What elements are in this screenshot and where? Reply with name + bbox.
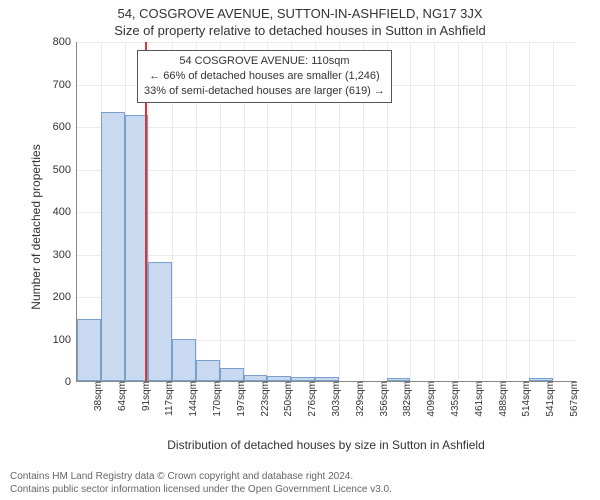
histogram-bar xyxy=(148,262,172,381)
y-tick-label: 100 xyxy=(53,334,77,346)
gridline-v xyxy=(553,42,554,381)
y-tick-label: 300 xyxy=(53,249,77,261)
plot-area: 010020030040050060070080038sqm64sqm91sqm… xyxy=(76,42,576,382)
x-tick-label: 117sqm xyxy=(160,381,175,416)
x-tick-label: 276sqm xyxy=(303,381,318,417)
histogram-bar xyxy=(101,112,125,381)
x-tick-label: 303sqm xyxy=(327,381,342,417)
histogram-bar xyxy=(77,319,101,381)
footer-line-2: Contains public sector information licen… xyxy=(10,484,590,497)
y-tick-label: 500 xyxy=(53,164,77,176)
x-tick-label: 38sqm xyxy=(89,381,104,411)
y-tick-label: 200 xyxy=(53,291,77,303)
histogram-bar xyxy=(196,360,220,381)
gridline-v xyxy=(458,42,459,381)
y-axis-label: Number of detached properties xyxy=(29,144,43,309)
x-tick-label: 356sqm xyxy=(375,381,390,417)
x-tick-label: 567sqm xyxy=(565,381,580,417)
histogram-bar xyxy=(172,339,196,382)
x-tick-label: 250sqm xyxy=(279,381,294,417)
gridline-v xyxy=(529,42,530,381)
gridline-h xyxy=(77,255,576,256)
annotation-line-3: 33% of semi-detached houses are larger (… xyxy=(144,84,385,99)
footer-line-1: Contains HM Land Registry data © Crown c… xyxy=(10,471,590,484)
x-tick-label: 170sqm xyxy=(208,381,223,417)
y-tick-label: 700 xyxy=(53,79,77,91)
annotation-line-1: 54 COSGROVE AVENUE: 110sqm xyxy=(144,54,385,69)
y-tick-label: 800 xyxy=(53,36,77,48)
gridline-h xyxy=(77,212,576,213)
y-tick-label: 0 xyxy=(65,376,77,388)
gridline-v xyxy=(434,42,435,381)
gridline-h xyxy=(77,170,576,171)
annotation-box: 54 COSGROVE AVENUE: 110sqm ← 66% of deta… xyxy=(137,50,392,103)
annotation-line-2: ← 66% of detached houses are smaller (1,… xyxy=(144,69,385,84)
footer-attribution: Contains HM Land Registry data © Crown c… xyxy=(10,471,590,496)
y-tick-label: 400 xyxy=(53,206,77,218)
page-subtitle: Size of property relative to detached ho… xyxy=(0,21,600,38)
page-title: 54, COSGROVE AVENUE, SUTTON-IN-ASHFIELD,… xyxy=(0,0,600,21)
x-tick-label: 488sqm xyxy=(494,381,509,417)
gridline-h xyxy=(77,127,576,128)
gridline-v xyxy=(410,42,411,381)
gridline-v xyxy=(506,42,507,381)
x-tick-label: 223sqm xyxy=(256,381,271,417)
x-tick-label: 461sqm xyxy=(470,381,485,417)
x-tick-label: 91sqm xyxy=(137,381,152,411)
x-tick-label: 435sqm xyxy=(446,381,461,417)
x-tick-label: 541sqm xyxy=(541,381,556,417)
x-tick-label: 329sqm xyxy=(351,381,366,417)
x-tick-label: 197sqm xyxy=(232,381,247,417)
x-tick-label: 144sqm xyxy=(184,381,199,417)
histogram-bar xyxy=(220,368,244,381)
x-tick-label: 64sqm xyxy=(113,381,128,411)
y-tick-label: 600 xyxy=(53,121,77,133)
x-tick-label: 514sqm xyxy=(517,381,532,417)
x-tick-label: 382sqm xyxy=(398,381,413,417)
chart-container: Number of detached properties 0100200300… xyxy=(48,42,576,412)
x-tick-label: 409sqm xyxy=(422,381,437,417)
gridline-h xyxy=(77,42,576,43)
gridline-v xyxy=(482,42,483,381)
